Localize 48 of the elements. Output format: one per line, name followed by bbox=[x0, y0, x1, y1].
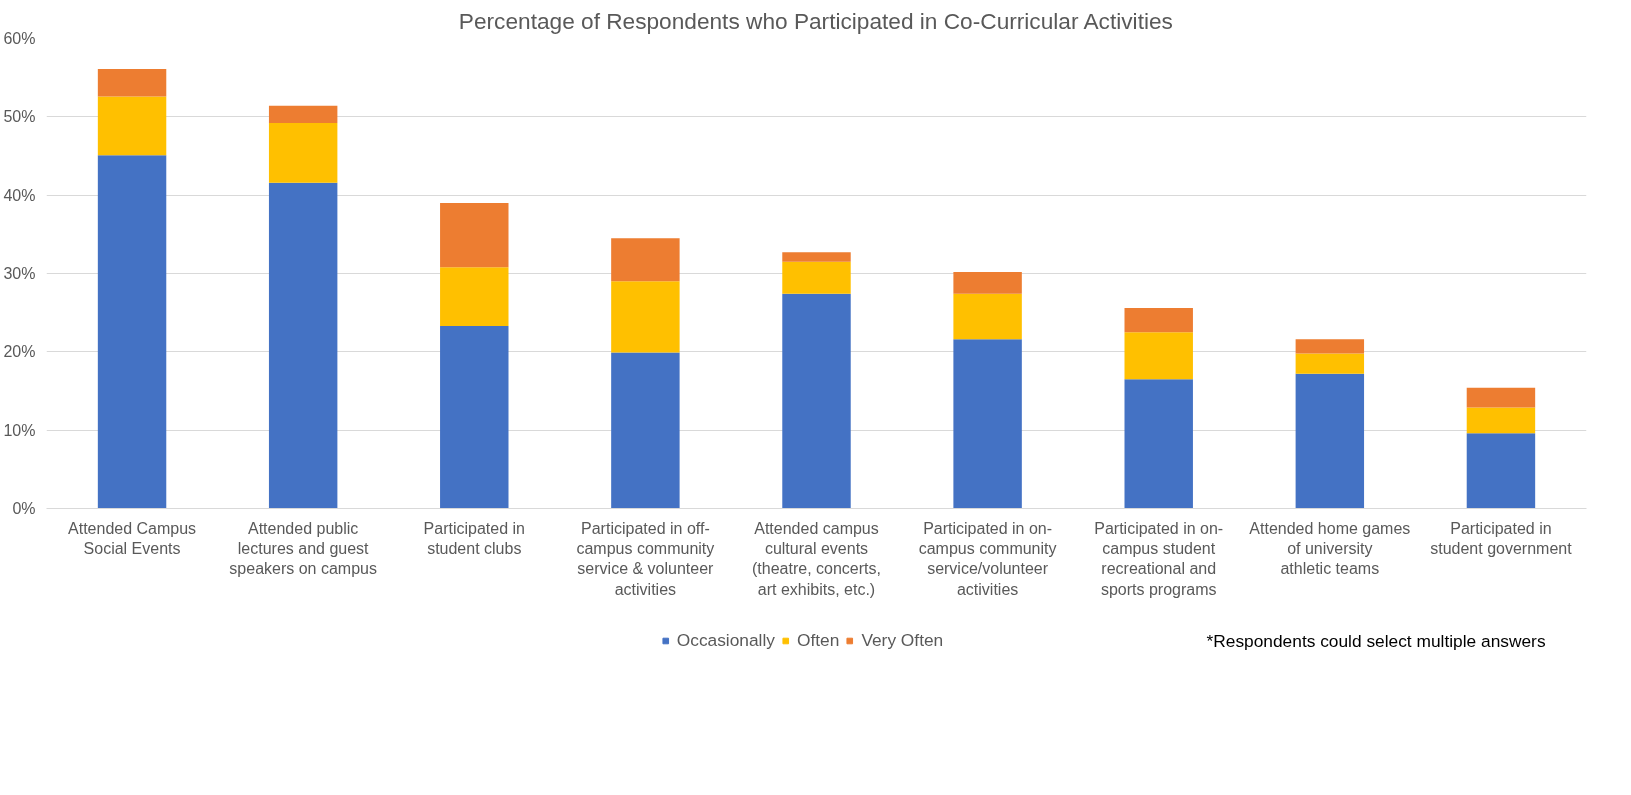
x-tick-label: Participated in on-campus community service/volunteer activities bbox=[918, 519, 1057, 598]
legend-label: Very Often bbox=[861, 629, 944, 651]
bar bbox=[1295, 353, 1365, 374]
bar bbox=[953, 293, 1022, 340]
bar bbox=[1124, 332, 1193, 380]
y-tick-label: 0% bbox=[12, 500, 36, 517]
bar bbox=[97, 69, 167, 97]
y-tick-label: 40% bbox=[3, 186, 36, 204]
x-tick-label: Attended home games of university athletic teams bbox=[1249, 519, 1411, 578]
bar bbox=[1466, 387, 1536, 408]
bar bbox=[782, 293, 851, 509]
bar bbox=[440, 267, 509, 326]
x-tick-label: Participated in off-campus community service & volunteer activities bbox=[576, 519, 715, 598]
x-tick-label: Attended campus cultural events (theatre, concerts, art exhibits, etc.) bbox=[752, 519, 881, 598]
x-tick-label: Participated in student government bbox=[1430, 519, 1573, 557]
y-tick-label: 20% bbox=[3, 343, 36, 361]
chart-title: Percentage of Respondents who Participated in Co-Curricular Activities bbox=[458, 7, 1173, 34]
bar bbox=[782, 252, 851, 262]
legend-label: Occasionally bbox=[676, 629, 775, 651]
x-tick-label: Attended Campus Social Events bbox=[68, 519, 197, 557]
bar bbox=[268, 105, 338, 124]
bar bbox=[268, 123, 338, 183]
bar bbox=[440, 325, 509, 509]
bar bbox=[1295, 339, 1365, 354]
x-tick-label: Participated in on-campus student recreational and sports programs bbox=[1094, 519, 1224, 598]
bar bbox=[782, 261, 851, 294]
bar bbox=[268, 182, 338, 509]
bar bbox=[97, 155, 167, 509]
y-tick-label: 50% bbox=[3, 108, 36, 126]
text: *Respondents could select multiple answers bbox=[1206, 630, 1546, 651]
bar bbox=[1295, 373, 1365, 509]
bar bbox=[1466, 433, 1536, 509]
bar bbox=[97, 96, 167, 156]
legend-label: Often bbox=[796, 629, 840, 651]
x-tick-label: Attended public lectures and guest speakers on campus bbox=[229, 519, 377, 578]
bar bbox=[1124, 307, 1193, 333]
x-tick-label: Participated in student clubs bbox=[423, 519, 525, 557]
y-tick-label: 30% bbox=[3, 265, 36, 282]
bar bbox=[1124, 379, 1193, 509]
y-tick-label: 60% bbox=[3, 30, 36, 47]
bar bbox=[611, 352, 680, 509]
bar bbox=[611, 238, 680, 282]
bar bbox=[953, 339, 1022, 509]
y-tick-label: 10% bbox=[3, 421, 36, 439]
bar bbox=[1466, 407, 1536, 434]
bar bbox=[440, 203, 509, 268]
bar bbox=[953, 271, 1022, 294]
bar bbox=[611, 281, 680, 353]
